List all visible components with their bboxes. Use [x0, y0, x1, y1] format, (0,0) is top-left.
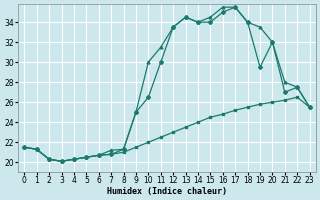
X-axis label: Humidex (Indice chaleur): Humidex (Indice chaleur) [107, 187, 227, 196]
